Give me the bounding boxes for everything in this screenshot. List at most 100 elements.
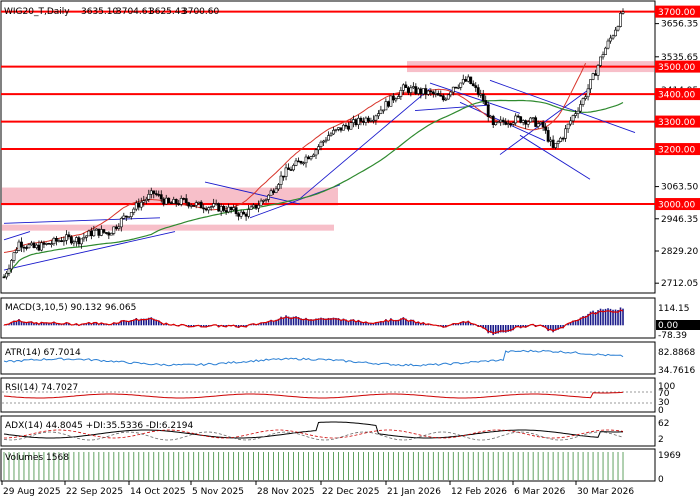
candle-body <box>202 207 206 210</box>
macd-bar <box>422 322 425 326</box>
candle-body <box>267 194 270 200</box>
candle-body <box>7 268 11 274</box>
macd-bar <box>95 322 98 326</box>
candle-body <box>386 101 390 107</box>
macd-bar <box>297 317 300 326</box>
candle-body <box>426 90 430 95</box>
volume-axis-bottom: 0 <box>658 475 664 485</box>
macd-bar <box>340 319 342 326</box>
candle-body <box>539 121 543 124</box>
candle-body <box>132 208 136 213</box>
candle-body <box>124 215 128 218</box>
candle-body <box>549 139 553 142</box>
macd-bar <box>519 325 522 329</box>
y-tick-label: 2829.20 <box>661 247 698 257</box>
candle-body <box>409 87 413 93</box>
candle-body <box>514 115 518 124</box>
x-tick-label: 5 Nov 2025 <box>192 487 244 497</box>
macd-bar <box>587 313 589 326</box>
candle-body <box>554 143 558 148</box>
rsi-axis-30: 30 <box>658 398 670 408</box>
trend-line <box>3 231 31 241</box>
main-price-pane <box>0 0 656 294</box>
macd-bar <box>512 325 514 331</box>
macd-bar <box>392 319 395 326</box>
y-tick-label: 3535.65 <box>661 53 698 63</box>
candle-body <box>574 113 577 116</box>
candle-body <box>292 165 295 171</box>
macd-bar <box>380 321 382 326</box>
macd-bar <box>282 317 285 326</box>
candle-body <box>459 82 463 88</box>
macd-bar <box>514 325 517 328</box>
candle-body <box>5 272 8 278</box>
level-tag-3200.00: 3200.00 <box>658 146 695 156</box>
trend-line <box>414 104 491 112</box>
candle-body <box>596 65 600 76</box>
candle-body <box>524 120 528 125</box>
candle-body <box>329 133 333 136</box>
macd-bar <box>320 317 322 326</box>
candle-body <box>242 211 246 215</box>
candle-body <box>27 244 31 249</box>
macd-bar <box>58 323 60 326</box>
candle-body <box>434 93 438 95</box>
candle-body <box>579 104 582 112</box>
macd-bar <box>607 308 609 326</box>
macd-bar <box>118 322 120 326</box>
candle-body <box>421 88 425 95</box>
macd-bar <box>397 319 400 326</box>
candle-body <box>304 156 308 164</box>
close-value: 3700.60 <box>182 7 219 17</box>
macd-bar <box>152 318 155 326</box>
candle-body <box>302 162 305 165</box>
candle-body <box>564 128 568 139</box>
macd-bar <box>489 325 492 333</box>
adx-axis-bottom: 2 <box>658 435 664 445</box>
candle-body <box>269 190 273 196</box>
macd-bar <box>549 325 552 331</box>
candle-body <box>546 130 550 142</box>
candle-body <box>469 76 473 84</box>
candle-body <box>614 29 617 37</box>
candle-body <box>541 121 545 128</box>
candle-body <box>279 175 283 185</box>
macd-bar <box>140 318 143 326</box>
candle-body <box>499 119 503 123</box>
candle-body <box>372 119 375 122</box>
candle-body <box>102 229 106 233</box>
macd-bar <box>410 319 412 326</box>
level-tag-bg <box>655 115 700 128</box>
candle-body <box>89 230 93 237</box>
candle-body <box>376 113 380 117</box>
candle-body <box>262 199 265 202</box>
macd-bar <box>572 320 574 326</box>
candle-body <box>551 139 555 148</box>
candle-body <box>272 190 275 193</box>
macd-bar <box>18 319 20 326</box>
macd-bar <box>325 318 327 326</box>
macd-bar <box>285 315 287 326</box>
rsi-pane <box>0 377 656 413</box>
macd-bar <box>467 320 470 326</box>
macd-bar <box>357 319 360 326</box>
candle-body <box>219 206 223 212</box>
macd-bar <box>464 321 467 326</box>
candle-body <box>569 120 572 125</box>
candle-body <box>349 122 353 130</box>
macd-bar <box>582 315 584 326</box>
candle-body <box>501 119 505 123</box>
candle-body <box>52 238 56 245</box>
candle-body <box>252 204 256 208</box>
macd-bar <box>367 322 370 326</box>
candle-body <box>244 213 248 217</box>
candle-body <box>347 125 350 130</box>
macd-bar <box>557 325 559 330</box>
candle-body <box>174 199 178 204</box>
candle-body <box>179 198 183 205</box>
candle-body <box>227 206 231 213</box>
candle-body <box>599 56 602 66</box>
candle-body <box>419 88 423 95</box>
candle-body <box>466 76 470 82</box>
macd-bar <box>145 318 148 326</box>
